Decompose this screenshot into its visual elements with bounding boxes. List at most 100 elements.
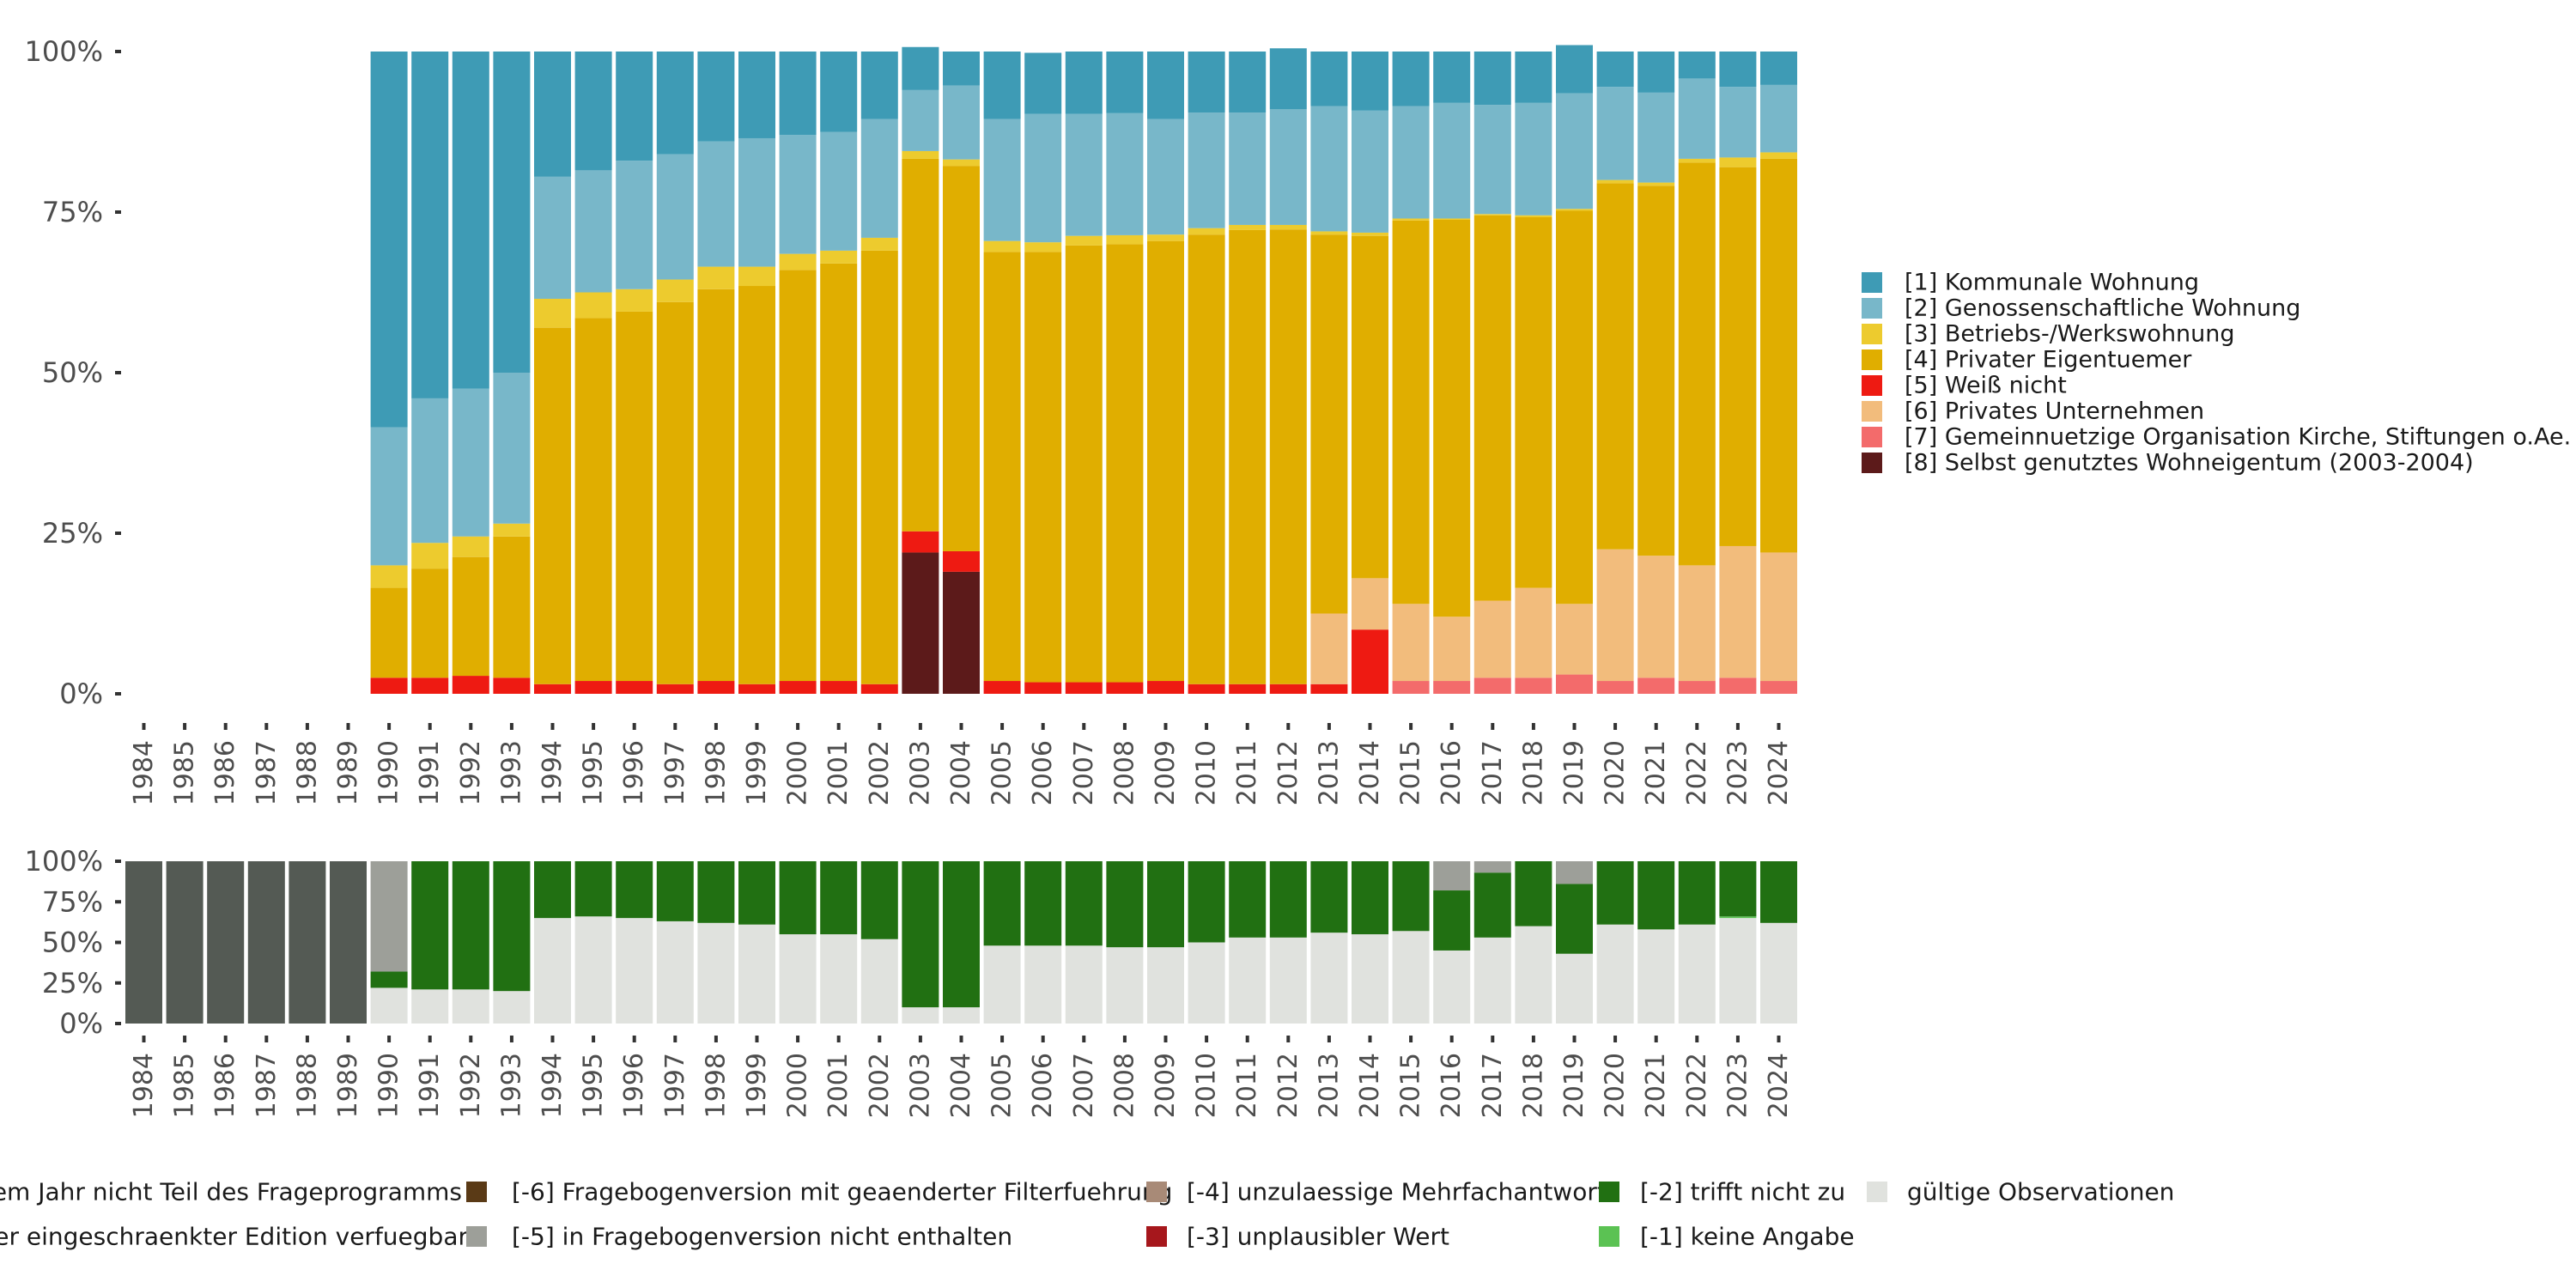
bar-segment-2014-g-ltige-observationen xyxy=(1352,934,1388,1024)
bar-segment-2016-2-trifft-nicht-zu xyxy=(1433,890,1471,951)
bar-segment-2024-3-betriebs-werkswohnung xyxy=(1760,152,1797,159)
bar-segment-2000-2-trifft-nicht-zu xyxy=(779,861,817,935)
bar-segment-2011-g-ltige-observationen xyxy=(1229,937,1267,1024)
x-tick-label: 1988 xyxy=(292,740,322,805)
bar-segment-1999-5-wei-nicht xyxy=(738,683,775,694)
bar-segment-2018-1-kommunale-wohnung xyxy=(1515,52,1552,103)
bar-segment-2010-1-kommunale-wohnung xyxy=(1188,52,1225,113)
x-tick-label: 1985 xyxy=(170,740,200,805)
x-tick-label: 2003 xyxy=(905,740,935,805)
bar-segment-2022-3-betriebs-werkswohnung xyxy=(1678,158,1716,163)
x-tick-label: 1993 xyxy=(496,1053,526,1118)
bar-segment-2001-3-betriebs-werkswohnung xyxy=(820,250,858,264)
x-tick-label: 2013 xyxy=(1314,740,1344,805)
legend-label: gültige Observationen xyxy=(1907,1178,2174,1206)
bar-segment-2004-g-ltige-observationen xyxy=(943,1007,980,1024)
bar-segment-2003-1-kommunale-wohnung xyxy=(902,46,939,90)
legend-swatch-3-betriebs-werkswohnung xyxy=(1862,324,1882,344)
bar-segment-2016-3-betriebs-werkswohnung xyxy=(1433,218,1471,220)
bar-segment-1999-3-betriebs-werkswohnung xyxy=(738,266,775,287)
bar-segment-2015-7-gemeinnuetzige-organisation-kirche-stiftungen-o-ae xyxy=(1392,681,1430,694)
bar-segment-2020-7-gemeinnuetzige-organisation-kirche-stiftungen-o-ae xyxy=(1596,681,1634,694)
bar-segment-1996-3-betriebs-werkswohnung xyxy=(616,289,653,312)
legend-swatch-5-in-fragebogenversion-nicht-enthalten xyxy=(466,1226,487,1247)
bar-segment-2012-2-trifft-nicht-zu xyxy=(1269,861,1307,938)
y-tick-label: 25% xyxy=(42,517,103,550)
bar-segment-1996-g-ltige-observationen xyxy=(616,918,653,1024)
x-tick-label: 2016 xyxy=(1437,1053,1467,1118)
y-tick-label: 75% xyxy=(42,196,103,228)
bar-segment-2005-2-genossenschaftliche-wohnung xyxy=(983,118,1021,241)
bar-segment-2004-1-kommunale-wohnung xyxy=(943,52,980,86)
bottom-chart: 0% 25% 50% 75% 100% 1984 1985 1986 1987 1988 1989 1… xyxy=(25,845,1797,1118)
bar-segment-2005-2-trifft-nicht-zu xyxy=(983,861,1021,946)
bar-segment-1992-1-kommunale-wohnung xyxy=(452,52,489,389)
y-tick-label: 100% xyxy=(25,35,103,68)
bar-segment-1986-8-frage-in-diesem-jahr-nicht-teil-des-frageprogramms xyxy=(207,861,245,1024)
bar-segment-2019-g-ltige-observationen xyxy=(1556,953,1593,1024)
legend-label: [-5] in Fragebogenversion nicht enthalte… xyxy=(512,1223,1012,1251)
x-tick-label: 1993 xyxy=(496,740,526,805)
bar-segment-1994-2-trifft-nicht-zu xyxy=(534,861,571,919)
bar-segment-2018-g-ltige-observationen xyxy=(1515,926,1552,1024)
bar-segment-2015-2-trifft-nicht-zu xyxy=(1392,861,1430,932)
x-tick-label: 1998 xyxy=(701,1053,731,1118)
bar-segment-2022-2-genossenschaftliche-wohnung xyxy=(1678,78,1716,159)
bar-segment-2024-2-genossenschaftliche-wohnung xyxy=(1760,84,1797,153)
x-tick-label: 1994 xyxy=(538,740,568,805)
x-tick-label: 1985 xyxy=(170,1053,200,1118)
bar-segment-1992-2-genossenschaftliche-wohnung xyxy=(452,388,489,537)
bar-segment-1993-2-genossenschaftliche-wohnung xyxy=(493,373,531,524)
bar-segment-1998-5-wei-nicht xyxy=(697,681,735,694)
x-tick-label: 2011 xyxy=(1232,740,1262,805)
x-tick-label: 1997 xyxy=(660,740,690,805)
bar-segment-2007-5-wei-nicht xyxy=(1065,682,1103,694)
bar-segment-1990-g-ltige-observationen xyxy=(370,987,408,1024)
bar-segment-2012-5-wei-nicht xyxy=(1269,683,1307,694)
bar-segment-2018-2-genossenschaftliche-wohnung xyxy=(1515,102,1552,216)
bar-segment-2023-1-kommunale-wohnung xyxy=(1719,52,1757,88)
bar-segment-2015-2-genossenschaftliche-wohnung xyxy=(1392,106,1430,219)
bar-segment-2024-4-privater-eigentuemer xyxy=(1760,158,1797,553)
bar-segment-2019-1-kommunale-wohnung xyxy=(1556,45,1593,94)
bar-segment-2008-4-privater-eigentuemer xyxy=(1106,244,1144,683)
x-tick-label: 1984 xyxy=(129,740,159,805)
legend-swatch-3-unplausibler-wert xyxy=(1146,1226,1167,1247)
x-tick-label: 2021 xyxy=(1641,740,1671,805)
bar-segment-1991-1-kommunale-wohnung xyxy=(411,52,449,398)
bar-segment-2013-g-ltige-observationen xyxy=(1310,933,1348,1024)
bar-segment-2017-1-kommunale-wohnung xyxy=(1473,52,1511,106)
bar-segment-2022-g-ltige-observationen xyxy=(1678,924,1716,1024)
bar-segment-1992-5-wei-nicht xyxy=(452,676,489,694)
bar-segment-2001-2-genossenschaftliche-wohnung xyxy=(820,131,858,251)
bar-segment-2016-7-gemeinnuetzige-organisation-kirche-stiftungen-o-ae xyxy=(1433,681,1471,694)
bar-segment-1993-g-ltige-observationen xyxy=(493,991,531,1024)
bar-segment-2003-2-genossenschaftliche-wohnung xyxy=(902,89,939,151)
bar-segment-2004-2-trifft-nicht-zu xyxy=(943,861,980,1008)
bar-segment-2014-4-privater-eigentuemer xyxy=(1352,235,1388,579)
bar-segment-2008-g-ltige-observationen xyxy=(1106,947,1144,1024)
bar-segment-2008-2-trifft-nicht-zu xyxy=(1106,861,1144,948)
x-tick-label: 2008 xyxy=(1109,740,1139,805)
bar-segment-1992-2-trifft-nicht-zu xyxy=(452,861,489,990)
x-tick-label: 2002 xyxy=(865,740,895,805)
bar-segment-2020-1-kommunale-wohnung xyxy=(1596,52,1634,88)
legend-swatch-6-fragebogenversion-mit-geaenderter-filterfuehrung xyxy=(466,1182,487,1202)
bar-segment-2017-3-betriebs-werkswohnung xyxy=(1473,214,1511,216)
bar-segment-2017-2-genossenschaftliche-wohnung xyxy=(1473,105,1511,215)
bar-segment-2019-7-gemeinnuetzige-organisation-kirche-stiftungen-o-ae xyxy=(1556,674,1593,694)
bar-segment-2003-g-ltige-observationen xyxy=(902,1007,939,1024)
bar-segment-2004-2-genossenschaftliche-wohnung xyxy=(943,85,980,160)
bar-segment-2010-5-wei-nicht xyxy=(1188,683,1225,694)
bar-segment-2007-4-privater-eigentuemer xyxy=(1065,245,1103,683)
bar-segment-2005-g-ltige-observationen xyxy=(983,945,1021,1024)
bar-segment-2003-8-selbst-genutztes-wohneigentum-2003-2004 xyxy=(902,552,939,694)
bar-segment-2009-2-trifft-nicht-zu xyxy=(1147,861,1184,948)
bar-segment-2007-2-trifft-nicht-zu xyxy=(1065,861,1103,946)
bar-segment-2001-2-trifft-nicht-zu xyxy=(820,861,858,935)
x-tick-label: 1990 xyxy=(374,1053,404,1118)
x-tick-label: 2009 xyxy=(1151,740,1181,805)
bar-segment-2011-4-privater-eigentuemer xyxy=(1229,229,1267,684)
bar-segment-2022-7-gemeinnuetzige-organisation-kirche-stiftungen-o-ae xyxy=(1678,681,1716,694)
bar-segment-2016-2-genossenschaftliche-wohnung xyxy=(1433,102,1471,219)
